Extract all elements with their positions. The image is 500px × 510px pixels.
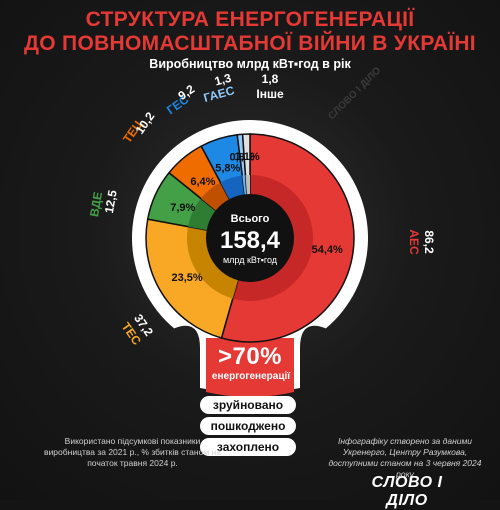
bulb-base [206,338,294,397]
footnote-left: Використано підсумкові показники виробни… [44,436,221,468]
slice-percent-label: 23,5% [172,272,203,284]
callout-damaged: пошкоджено [200,417,296,435]
callout-occupied: захоплено [200,438,296,456]
slice-percent-label: 5,8% [215,162,240,174]
title-line-2: ДО ПОВНОМАСШТАБНОЇ ВІЙНИ В УКРАЇНІ [24,32,476,55]
slice-damaged-band [232,175,313,301]
slice-percent-label: 1,1% [235,151,260,163]
callout-text: енергогенерації [211,371,291,382]
title-line-1: СТРУКТУРА ЕНЕРГОГЕНЕРАЦІЇ [85,8,415,31]
slice-value-label: 86,2 [422,230,436,254]
slice-АЕС: 54,4% АЕС 86,2 [220,133,436,343]
slice-percent-label: 6,4% [190,176,215,188]
center-disc [206,194,294,282]
chart-title: СТРУКТУРА ЕНЕРГОГЕНЕРАЦІЇ ДО ПОВНОМАСШТА… [0,8,500,56]
callout-destroyed: зруйновано [200,396,296,414]
center-total-value: 158,4 [220,227,281,254]
slice-name-label: АЕС [407,229,421,255]
slice-damaged-band [220,175,245,201]
slice-percent-label: 7,9% [170,202,195,214]
slice-value-label: 1,3 [213,71,233,89]
slice-name-label: ВДЕ [87,191,105,218]
brand-logo: СЛОВО І ДІЛО [371,474,443,509]
watermark: СЛОВО І ДІЛО [326,65,383,122]
chart-subtitle: Виробництво млрд кВт▪год в рік [149,57,351,71]
callout-percent: >70% [217,343,283,370]
slice-damaged-band [187,226,239,299]
center-label: Всього [231,213,270,225]
center-unit: млрд кВт▪год [223,255,278,265]
slice-name-label: Інше [256,87,284,101]
slice-damaged-band [245,175,250,196]
slice-value-label: 12,5 [102,189,120,215]
slice-percent-label: 54,4% [312,244,343,256]
slice-value-label: 1,8 [262,72,279,86]
footnote-right: Інфографіку створено за даними Укренерго… [328,436,482,479]
